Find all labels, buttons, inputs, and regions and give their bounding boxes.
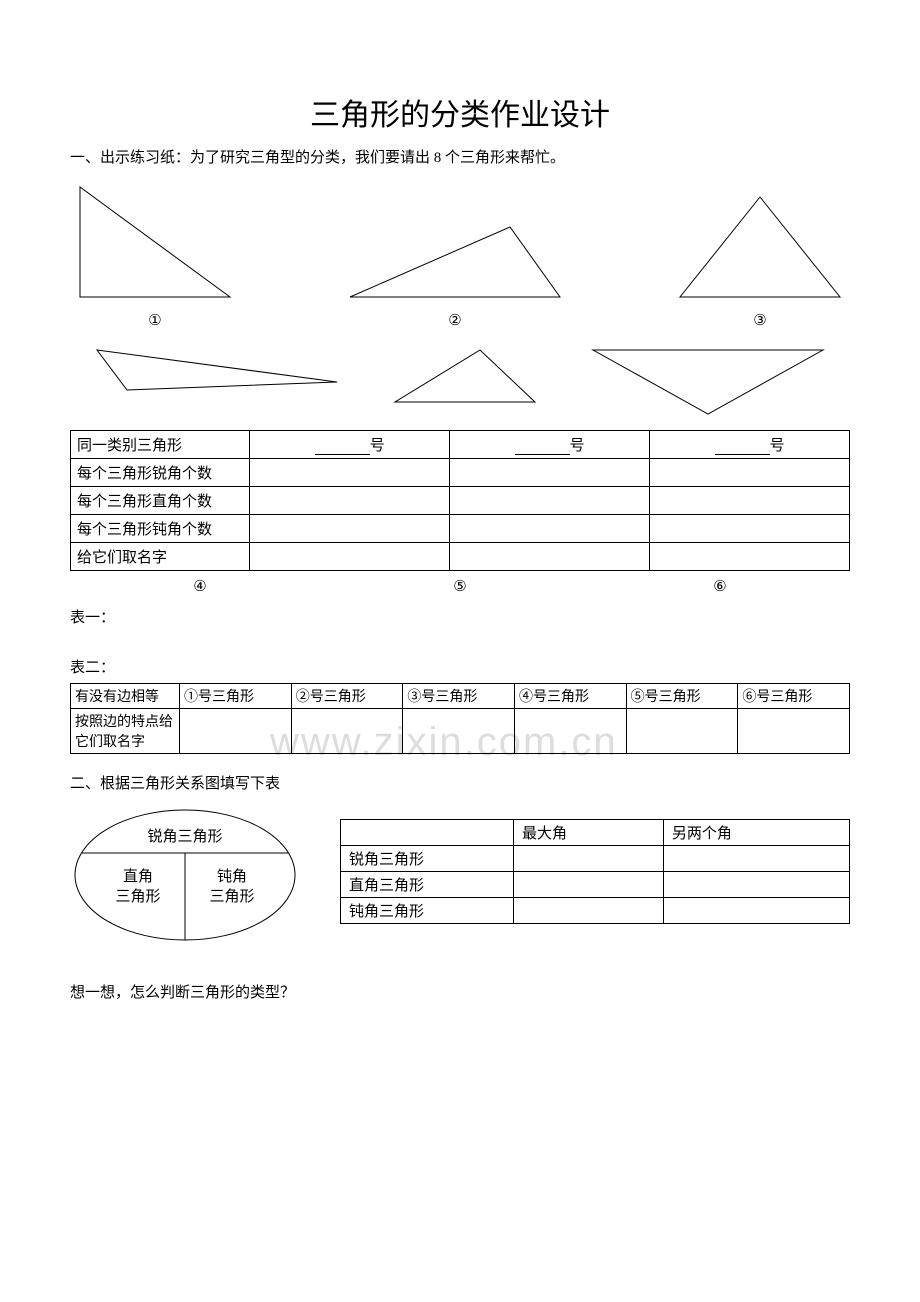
table-row: 给它们取名字	[71, 543, 850, 571]
table2-r1c6: ⑤号三角形	[626, 684, 738, 709]
svg-text:三角形: 三角形	[115, 888, 160, 905]
num-4: ④	[193, 577, 206, 596]
table1-r1c2: 号	[250, 431, 450, 459]
table3-wrap: 最大角 另两个角 锐角三角形 直角三角形 钝角三角形	[340, 819, 850, 924]
table1-r3c1: 每个三角形直角个数	[71, 487, 250, 515]
svg-text:锐角三角形: 锐角三角形	[147, 828, 222, 845]
table1-r5c3	[450, 543, 650, 571]
table3-r1c3	[663, 846, 849, 872]
table2-r2c1: 按照边的特点给它们取名字	[71, 709, 180, 754]
caption-table2: 表二：	[70, 656, 850, 677]
table2-r2c6	[626, 709, 738, 754]
section2: 二、根据三角形关系图填写下表 锐角三角形直角三角形钝角三角形 最大角 另两个角 …	[70, 772, 850, 1002]
table2-r2c3	[291, 709, 403, 754]
table1-r5c1: 给它们取名字	[71, 543, 250, 571]
table3-r3c3	[663, 898, 849, 924]
table-row: 按照边的特点给它们取名字	[71, 709, 850, 754]
triangle-5-icon	[385, 342, 545, 412]
table3-r3c1: 钝角三角形	[341, 898, 514, 924]
bottom-nums: ④ ⑤ ⑥	[70, 577, 850, 596]
section2-intro: 二、根据三角形关系图填写下表	[70, 772, 850, 793]
triangle-1-icon	[70, 177, 240, 307]
table1-r3c4	[650, 487, 850, 515]
table1-r3c2	[250, 487, 450, 515]
table1-r1c3: 号	[450, 431, 650, 459]
triangle-4-wrap	[92, 342, 342, 402]
table2: 有没有边相等 ①号三角形 ②号三角形 ③号三角形 ④号三角形 ⑤号三角形 ⑥号三…	[70, 683, 850, 754]
table2-r2c4	[403, 709, 515, 754]
table1: 同一类别三角形 号 号 号 每个三角形锐角个数 每个三角形直角个数 每个三角形钝…	[70, 430, 850, 571]
table1-r2c3	[450, 459, 650, 487]
table2-r2c2	[180, 709, 292, 754]
triangle-2-wrap: ②	[340, 217, 570, 330]
think-text: 想一想，怎么判断三角形的类型？	[70, 981, 850, 1002]
triangle-2-num: ②	[448, 311, 461, 330]
ellipse-diagram: 锐角三角形直角三角形 钝角三角形	[70, 803, 300, 953]
table2-r1c4: ③号三角形	[403, 684, 515, 709]
table-row: 直角三角形	[341, 872, 850, 898]
table1-r2c4	[650, 459, 850, 487]
table2-r1c1: 有没有边相等	[71, 684, 180, 709]
triangle-5-wrap	[385, 342, 545, 412]
table3-h3: 另两个角	[663, 820, 849, 846]
table3-r3c2	[514, 898, 664, 924]
table2-r1c7: ⑥号三角形	[738, 684, 850, 709]
triangle-6-icon	[588, 342, 828, 422]
table3-h1	[341, 820, 514, 846]
table3-r2c3	[663, 872, 849, 898]
table2-r2c7	[738, 709, 850, 754]
triangle-1-num: ①	[148, 311, 161, 330]
table1-r3c3	[450, 487, 650, 515]
num-5: ⑤	[453, 577, 466, 596]
table3-r2c1: 直角三角形	[341, 872, 514, 898]
svg-text:钝角: 钝角	[217, 868, 247, 885]
table3: 最大角 另两个角 锐角三角形 直角三角形 钝角三角形	[340, 819, 850, 924]
svg-text:三角形: 三角形	[209, 888, 254, 905]
triangle-6-wrap	[588, 342, 828, 422]
table1-r1c1: 同一类别三角形	[71, 431, 250, 459]
table1-r1c4: 号	[650, 431, 850, 459]
table1-r4c4	[650, 515, 850, 543]
section1-intro: 一、出示练习纸：为了研究三角型的分类，我们要请出 8 个三角形来帮忙。	[70, 146, 850, 167]
num-6: ⑥	[713, 577, 726, 596]
page-title: 三角形的分类作业设计	[70, 90, 850, 134]
table1-r2c2	[250, 459, 450, 487]
table1-r2c1: 每个三角形锐角个数	[71, 459, 250, 487]
table2-r1c5: ④号三角形	[515, 684, 627, 709]
table1-r5c4	[650, 543, 850, 571]
table3-r2c2	[514, 872, 664, 898]
table1-r5c2	[250, 543, 450, 571]
table-row: 同一类别三角形 号 号 号	[71, 431, 850, 459]
table1-r4c1: 每个三角形钝角个数	[71, 515, 250, 543]
table-row: 每个三角形钝角个数	[71, 515, 850, 543]
table3-h2: 最大角	[514, 820, 664, 846]
table-row: 每个三角形锐角个数	[71, 459, 850, 487]
table2-r1c3: ②号三角形	[291, 684, 403, 709]
table1-r4c2	[250, 515, 450, 543]
table-row: 每个三角形直角个数	[71, 487, 850, 515]
triangle-4-icon	[92, 342, 342, 402]
triangle-3-num: ③	[753, 311, 766, 330]
table-row: 最大角 另两个角	[341, 820, 850, 846]
table3-r1c1: 锐角三角形	[341, 846, 514, 872]
triangle-3-icon	[670, 187, 850, 307]
triangles-row-2	[70, 342, 850, 422]
table-row: 有没有边相等 ①号三角形 ②号三角形 ③号三角形 ④号三角形 ⑤号三角形 ⑥号三…	[71, 684, 850, 709]
table3-r1c2	[514, 846, 664, 872]
caption-table1: 表一：	[70, 606, 850, 627]
ellipse-icon: 锐角三角形直角三角形 钝角三角形	[70, 803, 300, 953]
table2-r2c5	[515, 709, 627, 754]
table1-r4c3	[450, 515, 650, 543]
table2-r1c2: ①号三角形	[180, 684, 292, 709]
triangle-2-icon	[340, 217, 570, 307]
table-row: 锐角三角形	[341, 846, 850, 872]
triangle-1-wrap: ①	[70, 177, 240, 330]
triangle-3-wrap: ③	[670, 187, 850, 330]
triangles-row-1: ① ② ③	[70, 177, 850, 330]
svg-text:直角: 直角	[123, 868, 153, 885]
table-row: 钝角三角形	[341, 898, 850, 924]
